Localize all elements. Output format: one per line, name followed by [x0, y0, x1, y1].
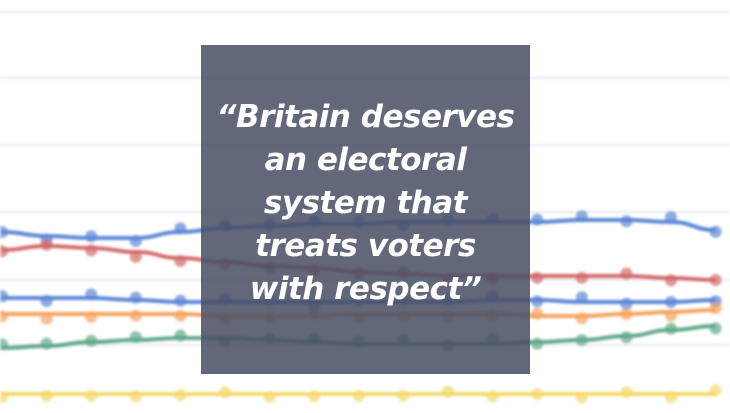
series-point [174, 309, 187, 322]
series-point [0, 226, 8, 238]
series-point [85, 244, 98, 257]
series-point [665, 296, 677, 308]
series-point [129, 235, 142, 247]
series-point [442, 385, 454, 398]
series-point [665, 309, 677, 322]
series-point [709, 274, 722, 286]
series-point [85, 389, 98, 402]
series-point [620, 215, 633, 228]
series-point [219, 386, 231, 399]
series-point [40, 389, 53, 402]
series-point [486, 390, 499, 403]
series-point [174, 329, 187, 342]
quote-box: “Britain deserves an electoral system th… [201, 45, 530, 374]
series-point [0, 338, 8, 351]
series-point [308, 390, 321, 403]
series-point [575, 291, 588, 304]
series-point [40, 238, 53, 251]
series-point [620, 386, 633, 399]
series-point [40, 312, 53, 325]
series-point [174, 222, 187, 235]
series-point [575, 391, 588, 404]
series-point [665, 211, 677, 224]
series-point [575, 334, 588, 346]
series-point [665, 391, 677, 403]
series-point [531, 307, 544, 320]
series-point [620, 267, 633, 280]
series-point [85, 288, 98, 301]
series-point [709, 225, 722, 238]
series-point [531, 388, 544, 400]
series-point [174, 255, 187, 267]
series-point [85, 334, 98, 347]
series-point [531, 271, 544, 284]
series-point [709, 302, 722, 315]
series-point [575, 271, 588, 284]
series-point [665, 274, 677, 287]
series-point [129, 291, 142, 304]
series-point [129, 309, 142, 322]
series-point [575, 312, 588, 325]
quote-text: “Britain deserves an electoral system th… [216, 99, 515, 307]
series-point [665, 322, 677, 335]
series-point [620, 297, 633, 310]
series-point [620, 331, 633, 344]
series-point [709, 384, 722, 397]
series-point [129, 390, 142, 403]
series-point [397, 389, 410, 402]
series-point [620, 308, 633, 320]
series-point [85, 311, 98, 323]
series-point [0, 310, 8, 323]
series-point [40, 295, 53, 307]
series-point [531, 337, 544, 350]
series-point [40, 337, 53, 350]
series-point [709, 322, 722, 335]
series-point [263, 391, 276, 403]
series-point [531, 213, 544, 226]
series-point [174, 389, 187, 402]
series-point [129, 331, 142, 343]
series-point [575, 210, 588, 223]
series-point [129, 250, 142, 263]
series-point [0, 245, 8, 258]
series-point [0, 290, 8, 303]
series-point [85, 230, 98, 243]
series-point [174, 294, 187, 307]
series-point [531, 295, 544, 308]
series-point [352, 389, 365, 402]
series-point [0, 391, 8, 403]
